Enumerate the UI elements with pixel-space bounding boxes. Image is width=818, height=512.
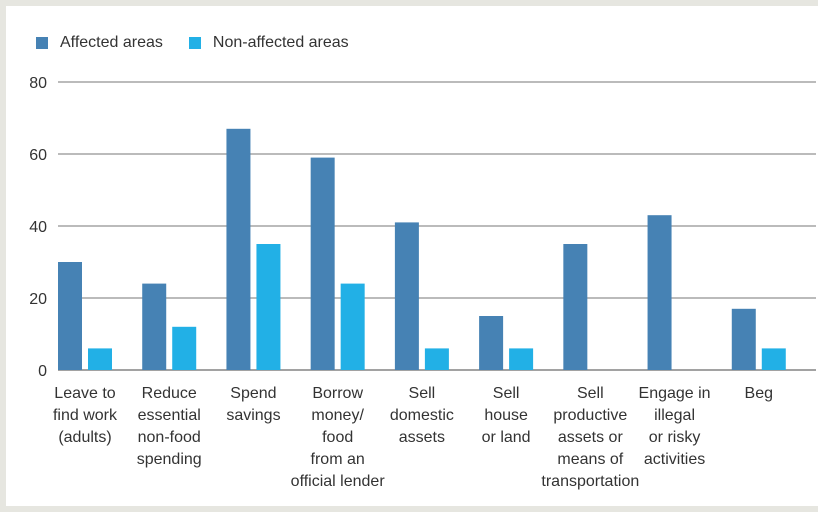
- legend-swatch-affected: [36, 37, 48, 49]
- bar-non-affected-5: [509, 348, 534, 370]
- x-category-label-4: Sell domestic assets: [390, 385, 454, 446]
- bar-affected-6: [563, 244, 588, 370]
- legend-item-affected: Affected areas: [36, 34, 163, 52]
- legend-swatch-non-affected: [188, 37, 201, 49]
- x-category-label-2: Spend savings: [226, 385, 280, 424]
- x-category-label-1: Reduce essential non-food spending: [137, 385, 202, 468]
- legend-label-affected: Affected areas: [60, 34, 163, 51]
- bar-non-affected-2: [256, 244, 281, 370]
- y-tick-label-0: 0: [38, 363, 47, 380]
- bar-affected-7: [647, 215, 672, 370]
- bar-affected-2: [226, 128, 251, 370]
- bar-non-affected-4: [424, 348, 449, 370]
- bar-non-affected-8: [761, 348, 786, 370]
- legend-label-non-affected: Non-affected areas: [212, 34, 349, 51]
- y-tick-label-60: 60: [29, 147, 47, 164]
- y-tick-label-40: 40: [29, 219, 47, 236]
- bar-affected-0: [58, 262, 82, 370]
- bar-non-affected-1: [172, 326, 197, 370]
- bar-affected-1: [142, 283, 167, 370]
- y-tick-label-20: 20: [29, 291, 47, 308]
- x-category-label-7: Engage in illegal or risky activities: [639, 385, 711, 468]
- y-tick-label-80: 80: [29, 75, 47, 92]
- x-category-label-6: Sell productive assets or means of transport…: [541, 385, 639, 490]
- x-category-label-3: Borrow money/food from an official lender: [291, 385, 386, 490]
- bar-affected-4: [394, 222, 419, 370]
- legend-item-non-affected: Non-affected areas: [188, 34, 349, 52]
- bar-affected-8: [731, 308, 756, 370]
- bar-affected-3: [310, 157, 335, 370]
- bar-non-affected-0: [88, 348, 112, 370]
- chart-legend: Affected areas Non-affected areas: [36, 34, 375, 52]
- x-category-label-8: Beg: [745, 385, 773, 402]
- bar-non-affected-3: [340, 283, 365, 370]
- bar-affected-5: [479, 316, 504, 370]
- x-category-label-0: Leave to find work (adults): [53, 385, 118, 446]
- x-category-label-5: Sell house or land: [482, 385, 531, 446]
